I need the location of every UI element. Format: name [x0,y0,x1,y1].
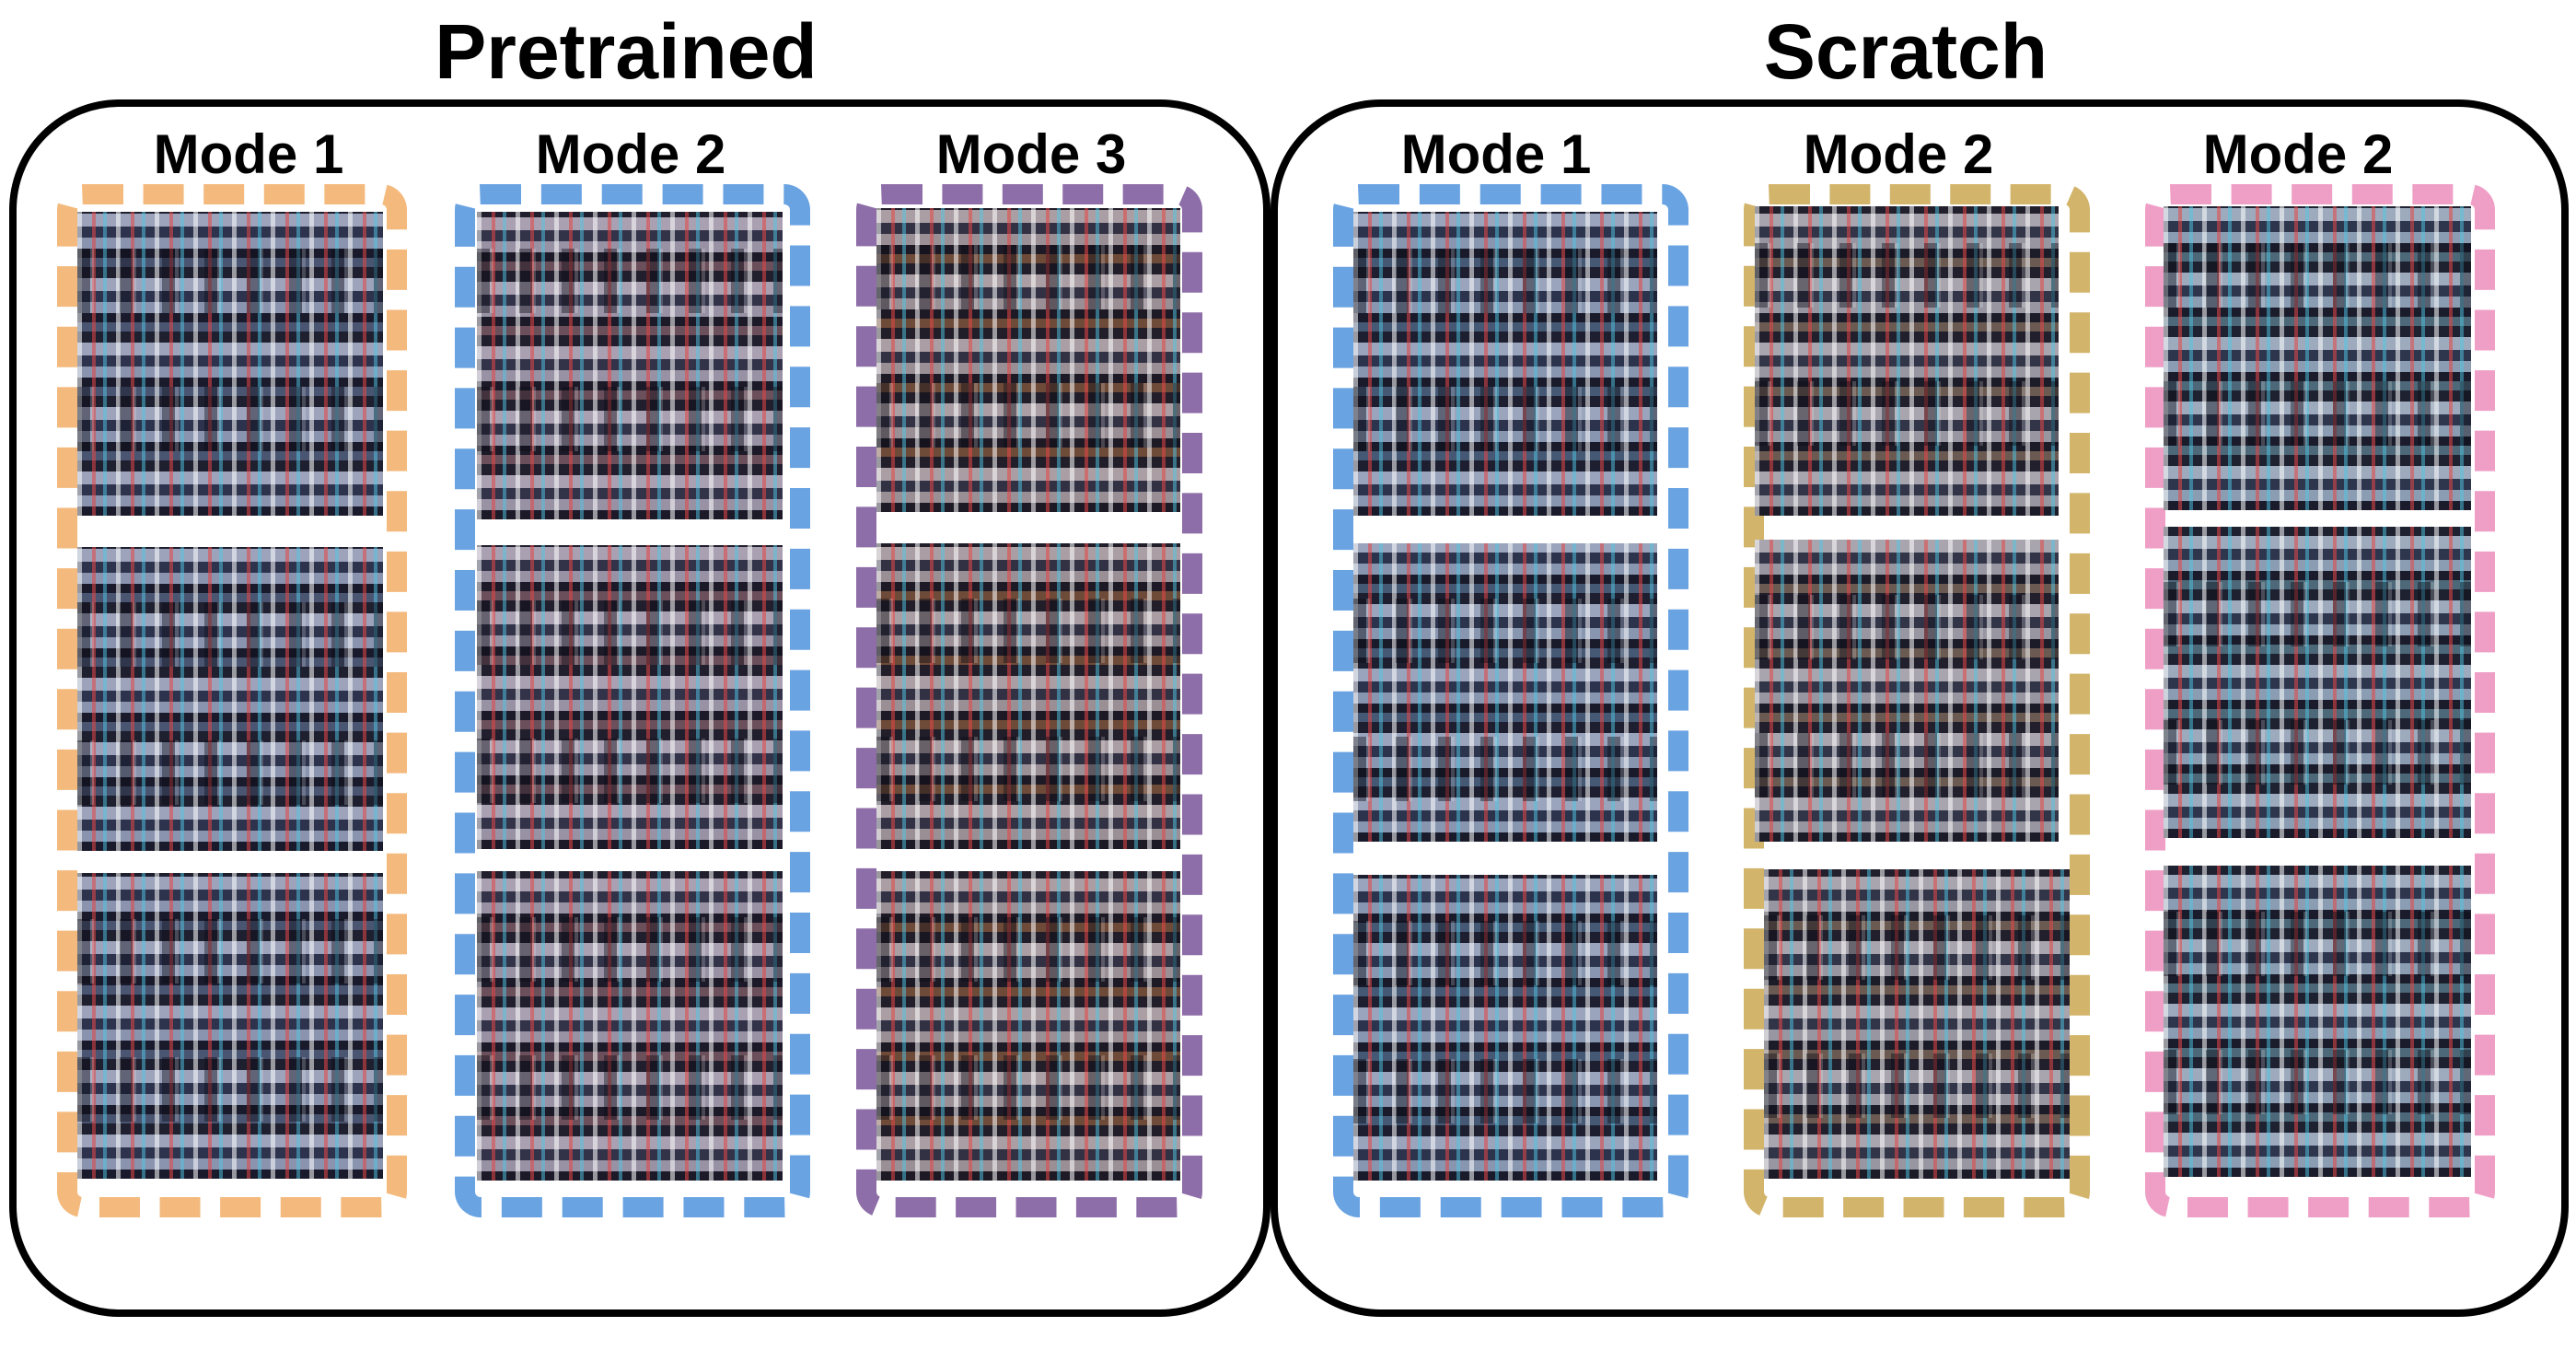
sample-image [2164,866,2471,1177]
sample-image [1353,212,1657,516]
sample-image [1755,540,2059,842]
mode-label: Mode 2 [2202,123,2394,185]
mode-frame-pretrained-3 [856,184,1202,1217]
sample-image [77,212,383,516]
sample-image [2164,527,2471,838]
mode-label: Mode 1 [1400,123,1592,185]
sample-image [477,212,783,519]
sample-image [876,871,1180,1181]
sample-image [477,871,783,1181]
sample-image [876,208,1180,512]
mode-label: Mode 3 [935,123,1127,185]
sample-image [876,543,1180,849]
mode-frame-scratch-1 [1333,184,1688,1217]
sample-image [1764,869,2070,1179]
sample-image [2164,206,2471,510]
mode-label: Mode 1 [153,123,344,185]
sample-image [1755,206,2059,516]
mode-frame-pretrained-1 [57,184,407,1217]
sample-image [1353,543,1657,842]
group-box-scratch [1271,99,2569,1317]
group-box-pretrained [9,99,1271,1317]
sample-image [77,547,383,851]
sample-image [1353,875,1657,1181]
mode-label: Mode 2 [1803,123,1994,185]
group-title-pretrained: Pretrained [435,8,818,95]
mode-frame-pretrained-2 [455,184,810,1217]
mode-label: Mode 2 [535,123,726,185]
sample-image [477,545,783,849]
sample-image [77,873,383,1179]
mode-frame-scratch-3 [2145,184,2495,1217]
mode-frame-scratch-2 [1744,184,2090,1217]
group-title-scratch: Scratch [1763,8,2048,95]
